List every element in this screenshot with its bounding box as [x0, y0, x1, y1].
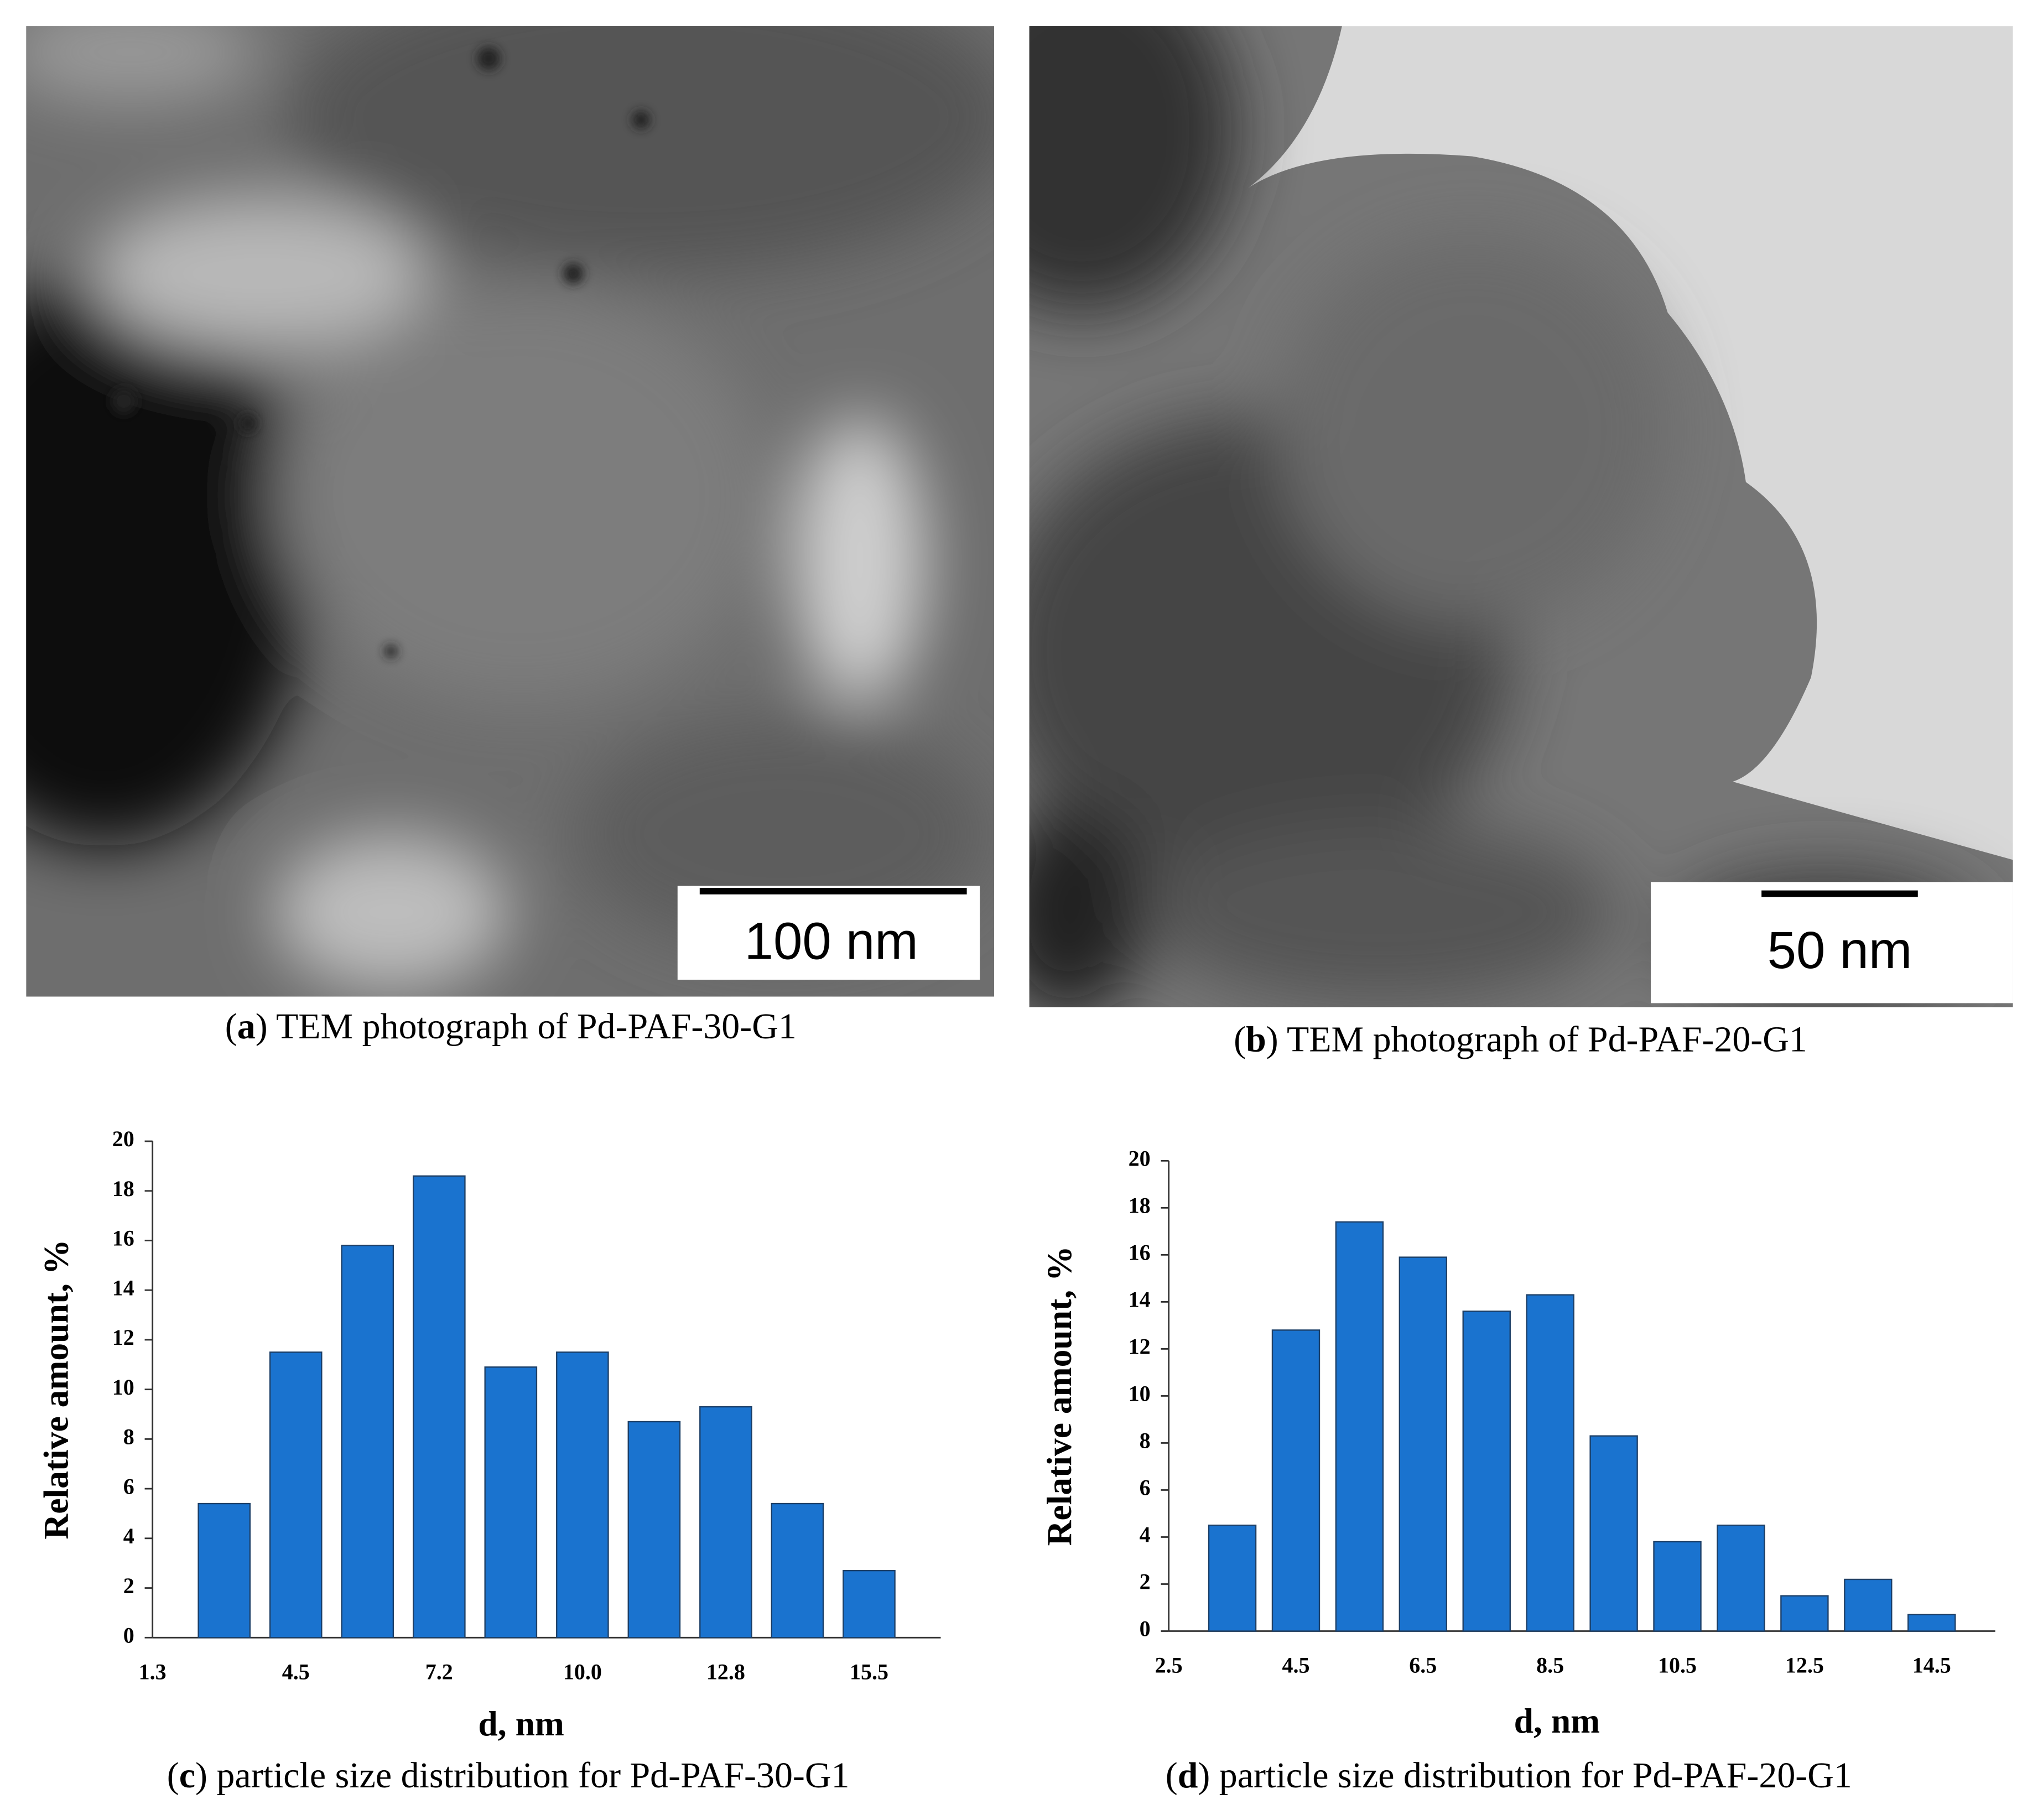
bar: [1208, 1525, 1257, 1632]
x-tick-label: 14.5: [1912, 1653, 1951, 1678]
bar: [1717, 1525, 1765, 1632]
bar: [269, 1351, 323, 1639]
x-tick-label: 4.5: [282, 1659, 310, 1684]
bar: [341, 1245, 394, 1639]
x-axis-title: d, nm: [478, 1704, 564, 1743]
bar: [1907, 1614, 1956, 1632]
y-tick-label: 16: [1129, 1240, 1151, 1265]
y-tick-label: 6: [123, 1474, 134, 1499]
x-tick-label: 7.2: [425, 1659, 453, 1684]
y-tick-label: 16: [112, 1226, 134, 1251]
y-tick-label: 8: [1140, 1428, 1151, 1453]
y-tick-label: 0: [1140, 1616, 1151, 1641]
caption: (b) TEM photograph of Pd-PAF-20-G1: [1234, 1020, 1807, 1060]
bar: [1844, 1578, 1893, 1632]
y-tick-label: 12: [1129, 1334, 1151, 1359]
y-tick-label: 20: [112, 1126, 134, 1151]
bar: [197, 1502, 251, 1639]
bar: [843, 1569, 896, 1639]
caption-part: ) TEM photograph of Pd-PAF-20-G1: [1266, 1020, 1807, 1060]
caption: (d) particle size distribution for Pd-PA…: [1166, 1755, 1852, 1796]
caption-part: ) particle size distribution for Pd-PAF-…: [1198, 1755, 1852, 1796]
bar: [1462, 1311, 1511, 1632]
y-tick-label: 4: [123, 1523, 134, 1548]
bar: [412, 1175, 466, 1639]
tem-image-a: [26, 26, 995, 997]
scale-bar-label: 50 nm: [1768, 921, 1912, 979]
caption-letter: b: [1246, 1020, 1266, 1060]
x-tick-label: 6.5: [1409, 1653, 1437, 1678]
bar: [1653, 1541, 1702, 1632]
bar: [1589, 1435, 1638, 1632]
caption-part: (: [167, 1755, 179, 1796]
caption-part: (: [1234, 1020, 1246, 1060]
bar: [627, 1421, 681, 1639]
y-tick-label: 2: [1140, 1569, 1151, 1594]
bar: [1526, 1294, 1574, 1632]
y-tick-label: 18: [1129, 1193, 1151, 1218]
x-tick-label: 10.0: [563, 1659, 602, 1684]
bar: [1271, 1329, 1321, 1632]
x-axis-title: d, nm: [1514, 1701, 1600, 1740]
y-tick-label: 6: [1140, 1475, 1151, 1500]
bar: [771, 1502, 824, 1639]
scale-bar-box: [1650, 882, 2013, 1003]
caption-letter: c: [179, 1755, 195, 1796]
caption-part: (: [1166, 1755, 1178, 1796]
bar: [1780, 1595, 1829, 1632]
x-tick-label: 10.5: [1658, 1653, 1697, 1678]
caption-part: (: [225, 1006, 237, 1047]
y-tick-label: 18: [112, 1176, 134, 1201]
bar: [484, 1366, 538, 1639]
caption-letter: d: [1178, 1755, 1198, 1796]
caption: (a) TEM photograph of Pd-PAF-30-G1: [225, 1006, 797, 1047]
y-tick-label: 4: [1140, 1522, 1151, 1547]
caption: (c) particle size distribution for Pd-PA…: [167, 1755, 850, 1796]
bar: [1399, 1256, 1448, 1632]
y-tick-label: 14: [1129, 1287, 1151, 1312]
x-tick-label: 8.5: [1536, 1653, 1564, 1678]
caption-part: ) particle size distribution for Pd-PAF-…: [195, 1755, 849, 1796]
y-tick-label: 10: [1129, 1381, 1151, 1406]
y-tick-label: 12: [112, 1325, 134, 1350]
caption-letter: a: [237, 1006, 256, 1047]
x-tick-label: 4.5: [1282, 1653, 1309, 1678]
bar: [1335, 1221, 1384, 1632]
y-axis-title: Relative amount, %: [1039, 1246, 1079, 1546]
tem-image-b: [1029, 26, 2013, 1007]
y-tick-label: 2: [123, 1573, 134, 1598]
y-tick-label: 10: [112, 1375, 134, 1400]
x-tick-label: 15.5: [850, 1659, 888, 1684]
y-tick-label: 0: [123, 1623, 134, 1647]
y-tick-label: 14: [112, 1275, 134, 1300]
scale-bar-box: [677, 886, 980, 980]
x-tick-label: 12.8: [706, 1659, 745, 1684]
caption-part: ) TEM photograph of Pd-PAF-30-G1: [256, 1006, 797, 1047]
y-tick-label: 8: [123, 1424, 134, 1449]
scale-bar-label: 100 nm: [745, 912, 918, 970]
bar: [556, 1351, 609, 1639]
x-tick-label: 1.3: [139, 1659, 167, 1684]
y-tick-label: 20: [1129, 1146, 1151, 1171]
x-tick-label: 2.5: [1155, 1653, 1183, 1678]
bar: [699, 1406, 752, 1639]
x-tick-label: 12.5: [1785, 1653, 1824, 1678]
y-axis-title: Relative amount, %: [37, 1240, 76, 1540]
